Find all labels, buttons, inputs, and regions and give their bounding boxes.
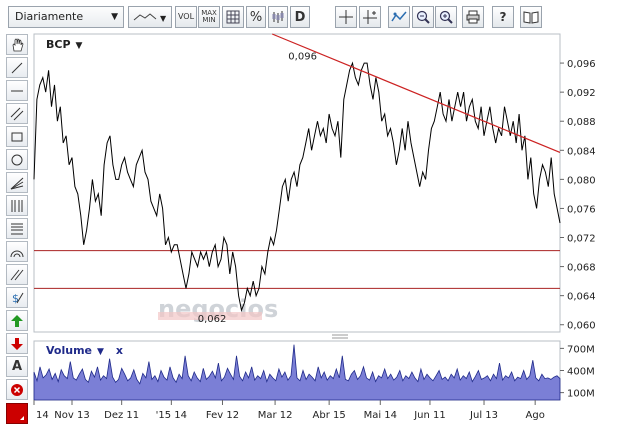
price-y-tick-label: 0,072 xyxy=(567,234,596,245)
line-style-icon: ▼ xyxy=(132,10,168,24)
arrow-down-tool-button[interactable] xyxy=(6,333,28,354)
toolbar: Diariamente ▼ ▼ VOL MAX MIN % D ? xyxy=(0,0,640,34)
channel-icon xyxy=(10,107,24,121)
vol-icon: VOL xyxy=(177,12,195,21)
print-icon xyxy=(466,10,480,24)
channel-tool-button[interactable] xyxy=(6,103,28,124)
resistance-trendline xyxy=(271,33,561,154)
zoom-out-icon xyxy=(416,10,430,24)
text-icon: A xyxy=(11,359,23,374)
fibonacci-icon xyxy=(10,199,24,213)
price-y-tick-label: 0,088 xyxy=(567,117,596,128)
price-y-tick-label: 0,076 xyxy=(567,204,596,215)
period-select-value: Diariamente xyxy=(15,10,84,23)
dollar-tool-button[interactable]: $ xyxy=(6,287,28,308)
zoom-in-button[interactable] xyxy=(435,6,457,28)
delete-icon xyxy=(10,383,24,397)
period-select[interactable]: Diariamente ▼ xyxy=(8,6,124,28)
hand-icon xyxy=(10,37,24,52)
fibonacci-tool-button[interactable] xyxy=(6,195,28,216)
indicators-button[interactable] xyxy=(388,6,410,28)
panel-divider-handle[interactable] xyxy=(332,334,348,339)
fan-tool-button[interactable] xyxy=(6,172,28,193)
price-y-tick-label: 0,068 xyxy=(567,263,596,274)
fan-icon xyxy=(10,176,24,190)
dollar-icon: $ xyxy=(10,291,24,305)
line-style-button[interactable]: ▼ xyxy=(128,6,172,28)
line-icon xyxy=(10,61,24,75)
price-y-tick-label: 0,060 xyxy=(567,321,596,332)
parallel-tool-button[interactable] xyxy=(6,264,28,285)
price-y-tick-label: 0,092 xyxy=(567,88,596,99)
indicators-icon xyxy=(391,10,407,24)
book-button[interactable] xyxy=(520,6,542,28)
price-y-axis: 0,060 0,064 0,068 0,072 0,076 0,080 0,084 0,088… xyxy=(560,59,596,332)
grid-button[interactable] xyxy=(222,6,244,28)
price-y-tick-label: 0,064 xyxy=(567,292,596,303)
support-lines xyxy=(34,250,560,289)
candles-icon xyxy=(271,10,285,24)
help-icon: ? xyxy=(499,10,507,24)
book-icon xyxy=(523,10,539,24)
arc-tool-button[interactable] xyxy=(6,241,28,262)
retracement-icon xyxy=(10,222,24,236)
horizontal-line-tool-button[interactable] xyxy=(6,80,28,101)
crosshair-add-button[interactable] xyxy=(359,6,381,28)
help-button[interactable]: ? xyxy=(492,6,514,28)
price-series-line xyxy=(33,61,561,312)
rectangle-tool-button[interactable] xyxy=(6,126,28,147)
chevron-down-icon: ▼ xyxy=(111,12,118,22)
maxmin-icon-top: MAX xyxy=(201,9,217,17)
price-annotation: 0,096 xyxy=(288,52,317,63)
d-icon: D xyxy=(294,9,306,25)
hand-tool-button[interactable] xyxy=(6,34,28,55)
rectangle-icon xyxy=(10,130,24,144)
percent-button[interactable]: % xyxy=(246,6,266,28)
candles-button[interactable] xyxy=(268,6,288,28)
price-y-tick-label: 0,084 xyxy=(567,146,596,157)
crosshair-button[interactable] xyxy=(335,6,357,28)
d-button[interactable]: D xyxy=(290,6,310,28)
chevron-down-icon: ▼ xyxy=(76,41,83,51)
crosshair-add-icon xyxy=(363,10,377,24)
line-tool-button[interactable] xyxy=(6,57,28,78)
percent-icon: % xyxy=(249,9,263,25)
price-y-tick-label: 0,096 xyxy=(567,59,596,70)
arrow-up-icon xyxy=(10,314,24,328)
zoom-in-icon xyxy=(439,10,453,24)
maxmin-icon-bottom: MIN xyxy=(202,16,216,24)
arc-icon xyxy=(10,245,24,259)
arrow-up-tool-button[interactable] xyxy=(6,310,28,331)
circle-tool-button[interactable] xyxy=(6,149,28,170)
crosshair-icon xyxy=(339,10,353,24)
svg-text:$: $ xyxy=(12,292,19,305)
horizontal-line-icon xyxy=(10,84,24,98)
drawing-toolbar: $ A xyxy=(6,34,30,426)
series-label-bcp[interactable]: BCP ▼ xyxy=(46,38,83,51)
price-annotation: 0,062 xyxy=(198,314,227,325)
watermark-bar xyxy=(158,312,262,320)
vol-button[interactable]: VOL xyxy=(175,6,197,28)
delete-tool-button[interactable] xyxy=(6,379,28,400)
text-tool-button[interactable]: A xyxy=(6,356,28,377)
arrow-down-icon xyxy=(10,337,24,351)
svg-text:▼: ▼ xyxy=(160,14,167,23)
color-picker-button[interactable] xyxy=(6,403,28,424)
retracement-tool-button[interactable] xyxy=(6,218,28,239)
price-annotations: 0,096 0,062 xyxy=(198,52,317,326)
print-button[interactable] xyxy=(462,6,484,28)
grid-icon xyxy=(226,10,240,24)
circle-icon xyxy=(10,153,24,167)
price-y-tick-label: 0,080 xyxy=(567,175,596,186)
zoom-out-button[interactable] xyxy=(412,6,434,28)
parallel-icon xyxy=(10,268,24,282)
maxmin-button[interactable]: MAX MIN xyxy=(198,6,220,28)
color-icon xyxy=(10,407,24,421)
